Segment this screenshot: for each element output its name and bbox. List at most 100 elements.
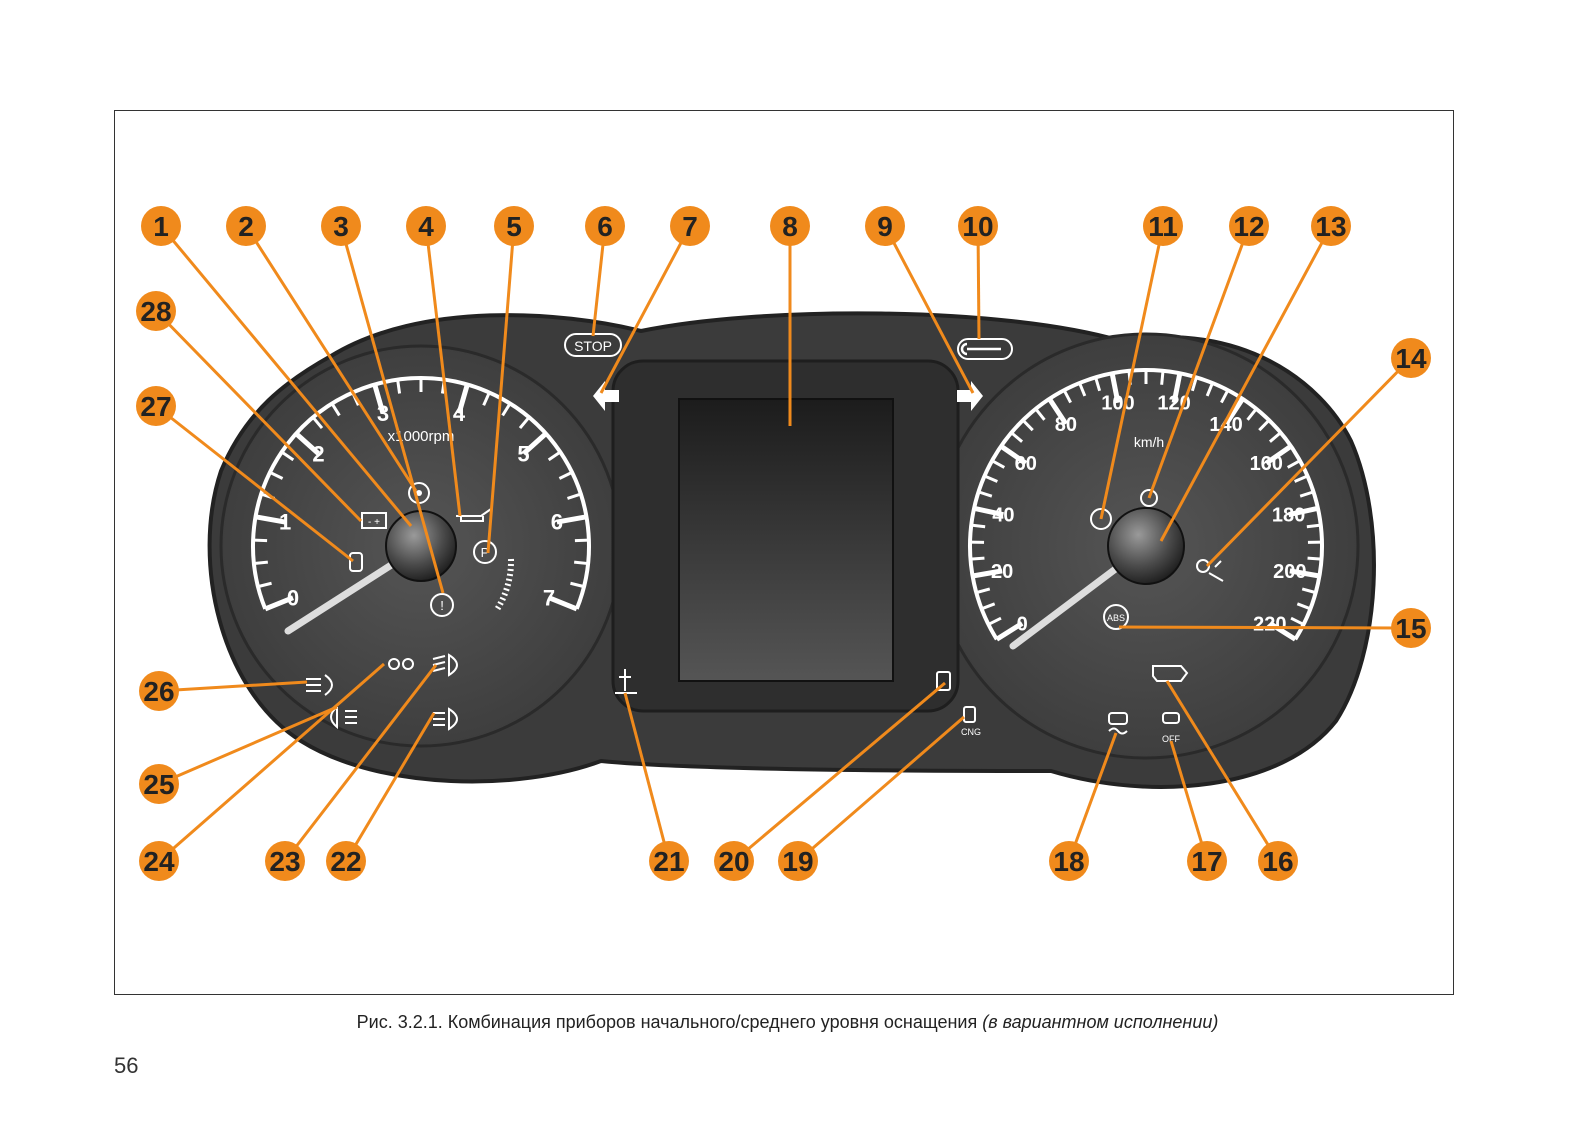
tachometer-tick [294, 431, 321, 456]
speedometer-unit: km/h [1134, 434, 1164, 450]
callout-number: 21 [653, 846, 684, 877]
speedometer-tick [1109, 372, 1121, 404]
tachometer-tick [501, 402, 512, 417]
callout-leader-line [1147, 225, 1251, 499]
speedometer-tick [1296, 602, 1311, 611]
callout-number: 25 [143, 769, 174, 800]
callout-badge [139, 764, 179, 804]
callout-leader-line [733, 681, 946, 863]
svg-text:ABS: ABS [1107, 613, 1125, 623]
callout-leader-line [424, 225, 462, 517]
callout-leader-line [344, 712, 436, 862]
tachometer-tick [558, 471, 573, 480]
tachometer-label: 3 [377, 401, 389, 426]
callout-badge [139, 671, 179, 711]
speedometer-label: 80 [1055, 414, 1077, 436]
callout-number: 1 [153, 211, 169, 242]
tachometer-unit: x1000rpm [388, 428, 455, 445]
speedometer-tick [1268, 431, 1282, 443]
tachometer-label: 5 [517, 441, 529, 466]
callout-number: 14 [1395, 343, 1427, 374]
callout-leader-line [159, 225, 413, 527]
callout-number: 11 [1148, 211, 1178, 242]
tachometer-label: 1 [279, 510, 291, 535]
callout-number: 17 [1191, 846, 1222, 877]
callout-leader-line [158, 680, 308, 693]
callout-badge [770, 206, 810, 246]
callout-number: 28 [140, 296, 171, 327]
speedometer-tick [999, 444, 1028, 466]
speedometer-label: 100 [1101, 393, 1134, 415]
tachometer-label: 7 [543, 585, 555, 610]
stability-control-icon [1108, 712, 1128, 735]
callout-leader-line [1099, 225, 1165, 520]
svg-text:!: ! [440, 598, 444, 613]
svg-text:OFF: OFF [1162, 734, 1180, 744]
low-fuel-icon [936, 671, 951, 691]
callout-leader-line [1205, 356, 1413, 568]
tachometer-tick [547, 450, 562, 462]
callout-leader-line [623, 692, 671, 862]
callout-leader-line [797, 715, 965, 863]
tachometer-label: 0 [287, 585, 299, 610]
speedometer-tick [1190, 376, 1198, 392]
speedometer-tick [1289, 568, 1320, 579]
cruise-control-icon [1090, 508, 1112, 530]
speedometer-tick [1094, 376, 1102, 392]
callout-badge [141, 206, 181, 246]
callout-number: 8 [782, 211, 798, 242]
callout-badge [1311, 206, 1351, 246]
callout-number: 27 [140, 391, 171, 422]
callout-badge [1391, 608, 1431, 648]
callout-badge [265, 841, 305, 881]
callout-leader-line [155, 404, 354, 563]
callout-badge [226, 206, 266, 246]
callout-badge [1229, 206, 1269, 246]
speedometer-label: 60 [1015, 453, 1037, 475]
speedometer-tick [1246, 407, 1258, 421]
low-beam-icon [432, 653, 458, 677]
callout-badge [670, 206, 710, 246]
speedometer-tick [971, 523, 986, 529]
callout-number: 2 [238, 211, 254, 242]
callout-number: 6 [597, 211, 613, 242]
abs-icon: ABS [1103, 604, 1129, 630]
callout-badge [139, 841, 179, 881]
speedometer-tick [991, 459, 1006, 469]
speedometer-tick [1299, 490, 1314, 498]
speedometer-tick [975, 587, 991, 595]
callout-badge [714, 841, 754, 881]
callout-leader-line [154, 309, 363, 523]
callout-number: 4 [418, 211, 434, 242]
speedometer-tick [1294, 474, 1309, 483]
service-wrench-icon [957, 338, 1013, 360]
callout-badge [1049, 841, 1089, 881]
stability-control-off-icon: OFF [1162, 712, 1180, 744]
callout-number: 13 [1315, 211, 1346, 242]
speedometer-tick [1288, 505, 1319, 518]
speedometer-tick [1034, 407, 1046, 421]
speedometer-tick [983, 474, 998, 483]
tachometer-tick [521, 431, 548, 456]
tachometer-tick [518, 416, 531, 429]
callout-leader-line [1067, 732, 1118, 862]
speedometer-tick [972, 568, 1003, 579]
callout-badge [1187, 841, 1227, 881]
speedometer-tick [1171, 372, 1183, 404]
speedometer-tick [1078, 382, 1087, 397]
brake-warning-icon: ! [430, 593, 454, 617]
callout-number: 3 [333, 211, 349, 242]
tachometer-tick [456, 383, 470, 415]
speedometer-tick [981, 602, 996, 611]
tachometer-label: 4 [453, 401, 466, 426]
svg-text:P: P [481, 545, 490, 560]
tachometer-tick [257, 581, 272, 589]
callout-number: 12 [1233, 211, 1264, 242]
callout-leader-line [486, 225, 516, 554]
callout-badge [136, 291, 176, 331]
speedometer-label: 200 [1273, 561, 1306, 583]
speed-limiter-icon [1140, 489, 1158, 507]
speedometer-tick [987, 616, 1002, 626]
